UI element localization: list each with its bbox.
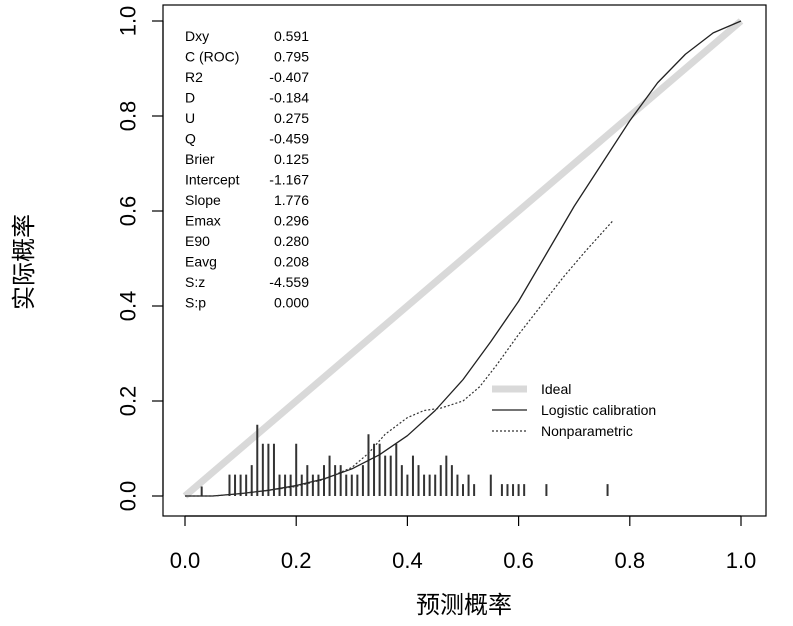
stat-label: D [185, 90, 195, 106]
stat-value: -0.407 [269, 69, 309, 85]
x-axis: 0.0 0.2 0.4 0.6 0.8 1.0 [170, 515, 757, 573]
curve-series [185, 20, 742, 497]
x-tick-label: 1.0 [726, 548, 757, 573]
stat-label: R2 [185, 69, 203, 85]
stat-label: Intercept [185, 172, 240, 188]
x-axis-title: 预测概率 [416, 591, 512, 619]
stat-label: U [185, 110, 195, 126]
stat-label: C (ROC) [185, 49, 239, 65]
distribution-spikes [200, 424, 609, 496]
ideal-line [182, 18, 744, 499]
stats-panel: Dxy 0.591 C (ROC) 0.795 R2 -0.407 D -0.184 U 0.27… [185, 28, 309, 311]
y-axis-title: 实际概率 [10, 214, 38, 310]
y-tick-label: 0.4 [116, 291, 141, 322]
x-tick-label: 0.0 [170, 548, 201, 573]
legend-label: Logistic calibration [541, 402, 656, 418]
x-tick-label: 0.2 [281, 548, 312, 573]
stat-value: -1.167 [269, 172, 309, 188]
stat-label: Slope [185, 192, 221, 208]
legend: Ideal Logistic calibration Nonparametric [492, 381, 656, 439]
stat-value: 0.000 [274, 295, 309, 311]
stat-label: Eavg [185, 254, 217, 270]
y-tick-label: 0.8 [116, 101, 141, 132]
stat-value: 0.280 [274, 233, 309, 249]
stat-value: -0.184 [269, 90, 309, 106]
stat-value: -4.559 [269, 274, 309, 290]
stat-value: 1.776 [274, 192, 309, 208]
stat-label: Emax [185, 213, 221, 229]
stat-value: 0.591 [274, 28, 309, 44]
stat-value: 0.275 [274, 110, 309, 126]
legend-label: Ideal [541, 381, 571, 397]
stat-value: 0.208 [274, 254, 309, 270]
nonparametric-line [185, 220, 614, 497]
y-tick-label: 0.6 [116, 196, 141, 227]
x-tick-label: 0.8 [615, 548, 646, 573]
y-axis: 0.0 0.2 0.4 0.6 0.8 1.0 [116, 6, 164, 512]
stat-value: 0.296 [274, 213, 309, 229]
y-tick-label: 0.2 [116, 386, 141, 417]
legend-label: Nonparametric [541, 423, 633, 439]
stat-label: S:z [185, 274, 205, 290]
stat-label: Dxy [185, 28, 209, 44]
stat-label: E90 [185, 233, 210, 249]
stat-label: S:p [185, 295, 206, 311]
stat-label: Brier [185, 151, 215, 167]
stat-label: Q [185, 131, 196, 147]
x-tick-label: 0.6 [503, 548, 534, 573]
stat-value: 0.125 [274, 151, 309, 167]
stat-value: -0.459 [269, 131, 309, 147]
y-tick-label: 1.0 [116, 6, 141, 37]
stat-value: 0.795 [274, 49, 309, 65]
ideal-series [182, 18, 744, 499]
x-tick-label: 0.4 [392, 548, 423, 573]
y-tick-label: 0.0 [116, 481, 141, 512]
